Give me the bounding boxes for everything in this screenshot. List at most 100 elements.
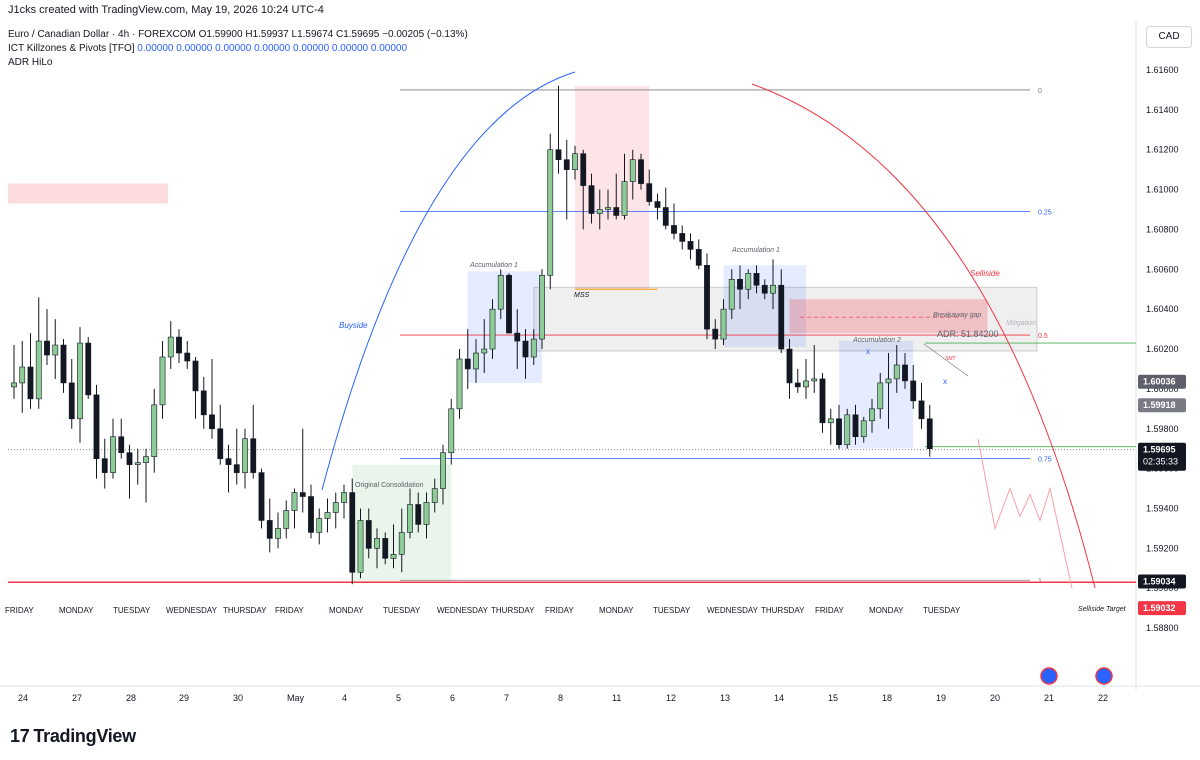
session-label: WEDNESDAY	[166, 606, 218, 615]
price-tick-label: 1.61600	[1146, 65, 1179, 75]
date-tick-label: 28	[126, 693, 136, 703]
session-label: FRIDAY	[5, 606, 34, 615]
fib-level-label: 0	[1038, 88, 1042, 95]
candle-body	[662, 207, 669, 226]
candle-body	[737, 278, 743, 290]
date-tick-label: 4	[342, 693, 347, 703]
date-tick-label: 24	[18, 693, 28, 703]
symbol-name[interactable]: Euro / Canadian Dollar · 4h · FOREXCOM	[8, 29, 196, 40]
price-tick-label: 1.61400	[1146, 105, 1179, 115]
premium-zone	[575, 85, 650, 290]
candle-body	[852, 414, 859, 438]
accumulation-1-zone-b	[723, 265, 806, 348]
accumulation-1-label-b: Accumulation 1	[731, 247, 780, 254]
indicator-legend-2[interactable]: ADR HiLo	[8, 56, 52, 70]
date-tick-label: 21	[1044, 693, 1054, 703]
price-tick-label: 1.60200	[1146, 344, 1179, 354]
candle-body	[382, 538, 389, 559]
smt-label: SMT	[945, 356, 957, 362]
candle-body	[481, 348, 488, 354]
price-badge-5: 1.59032	[1143, 603, 1176, 613]
candle-body	[283, 510, 290, 529]
price-badge-4: 1.59034	[1143, 576, 1176, 586]
candle-body	[332, 502, 339, 513]
candle-body	[341, 492, 347, 503]
candle-body	[588, 185, 595, 214]
date-tick-label: 13	[720, 693, 730, 703]
candle-body	[918, 400, 925, 420]
price-tick-label: 1.60400	[1146, 304, 1179, 314]
candle-body	[671, 225, 677, 234]
candle-body	[19, 366, 26, 384]
high-value: 1.59937	[252, 29, 289, 40]
date-tick-label: 30	[233, 693, 243, 703]
ohlc-values: O1.59900 H1.59937 L1.59674 C1.59695 −0.0…	[198, 29, 468, 40]
plot-area	[8, 26, 1136, 652]
session-label: FRIDAY	[545, 606, 574, 615]
candle-body	[563, 159, 570, 170]
candle-body	[794, 382, 801, 388]
selliside-label: Selliside	[970, 269, 1000, 278]
candle-body	[167, 336, 174, 358]
indicator-legend-1[interactable]: ICT Killzones & Pivots [TFO] 0.00000 0.0…	[8, 42, 407, 56]
candle-body	[860, 420, 867, 438]
accumulation-2-label: Accumulation 2	[852, 337, 901, 344]
candle-body	[101, 458, 108, 473]
fib-level-label: 0.25	[1038, 210, 1052, 217]
mitigation-label: Mitigation	[1006, 320, 1036, 327]
fib-level-label: 0.75	[1038, 457, 1052, 464]
candle-body	[654, 201, 661, 208]
session-label: MONDAY	[869, 606, 904, 615]
candle-body	[275, 528, 281, 539]
candle-body	[539, 274, 545, 340]
candle-body	[827, 418, 834, 424]
price-tick-label: 1.59800	[1146, 424, 1179, 434]
candle-body	[547, 149, 554, 276]
candle-body	[745, 272, 752, 290]
candle-body	[77, 342, 83, 420]
currency-button[interactable]: CAD	[1146, 26, 1192, 48]
candle-body	[126, 452, 133, 465]
candle-body	[580, 153, 587, 186]
open-value: 1.59900	[206, 29, 243, 40]
candle-body	[819, 378, 826, 424]
candle-body	[893, 364, 900, 380]
candle-body	[184, 352, 191, 362]
breakaway-gap-box	[533, 286, 1038, 352]
candle-body	[250, 438, 257, 473]
candle-body	[159, 356, 166, 406]
price-badge-2-bg	[1138, 398, 1186, 413]
candle-body	[217, 428, 224, 459]
candle-body	[308, 496, 314, 533]
session-label: TUESDAY	[923, 606, 961, 615]
candle-body	[514, 332, 521, 342]
selliside-arc	[751, 83, 1096, 589]
session-label: TUESDAY	[383, 606, 421, 615]
countdown-label: 02:35:33	[1143, 457, 1178, 467]
current-price-badge-bg	[1138, 442, 1186, 471]
price-badge-1-bg	[1138, 374, 1186, 389]
original-consolidation-label: Original Consolidation	[355, 482, 424, 489]
date-tick-label: 12	[666, 693, 676, 703]
candle-body	[753, 272, 760, 286]
date-tick-label: 8	[558, 693, 563, 703]
candle-body	[885, 378, 892, 384]
accumulation-2-zone	[839, 341, 914, 449]
tradingview-brand[interactable]: 17 TradingView	[10, 726, 136, 747]
date-tick-label: 11	[612, 693, 621, 703]
candle-body	[118, 436, 125, 453]
indicator-1-name: ICT Killzones & Pivots [TFO]	[8, 43, 135, 54]
indicator-1-values: 0.00000 0.00000 0.00000 0.00000 0.00000 …	[137, 43, 407, 54]
candle-body	[613, 207, 620, 216]
candle-body	[902, 364, 908, 382]
candle-body	[778, 284, 785, 350]
candle-body	[869, 408, 875, 422]
candle-body	[68, 382, 75, 420]
candle-body	[324, 512, 331, 519]
session-label: MONDAY	[329, 606, 364, 615]
breakaway-gap-zone	[789, 299, 988, 334]
change-value: −0.00205 (−0.13%)	[382, 29, 468, 40]
creator-caption: J1cks created with TradingView.com, May …	[8, 4, 324, 16]
x-marker: x	[866, 347, 870, 356]
